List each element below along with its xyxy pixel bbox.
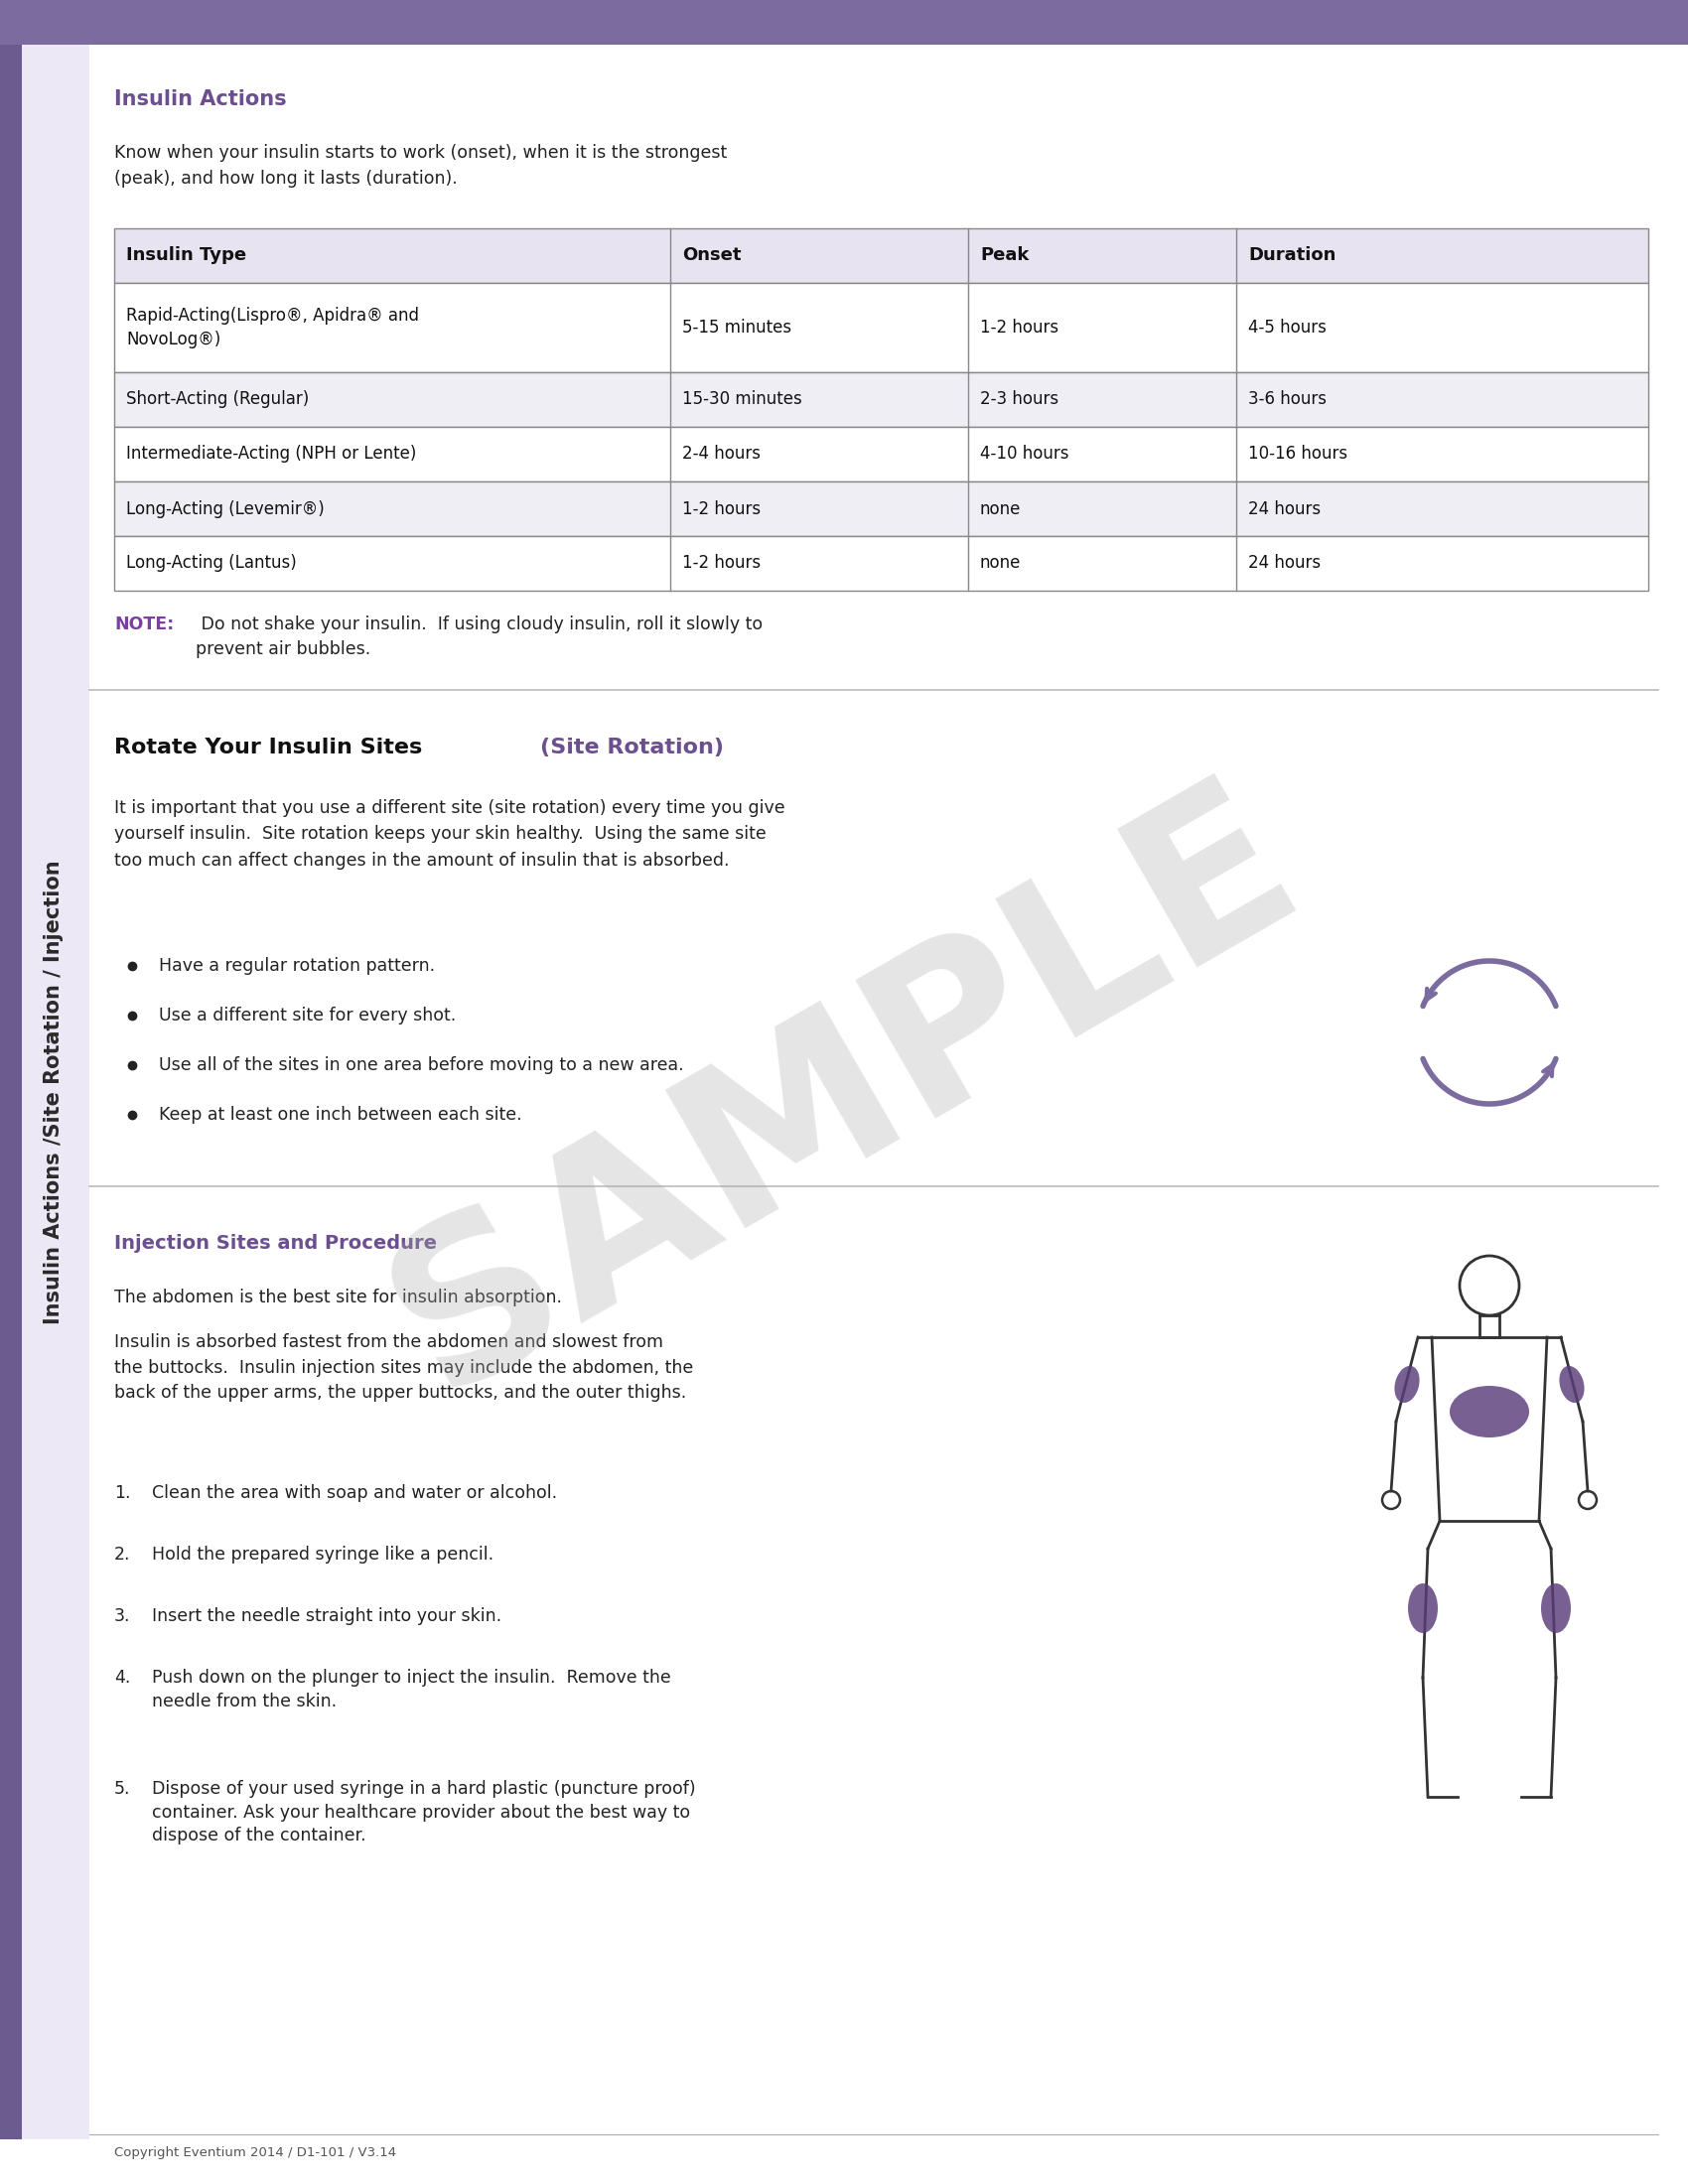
Ellipse shape bbox=[1450, 1387, 1529, 1437]
Text: 2-4 hours: 2-4 hours bbox=[682, 446, 761, 463]
Text: Peak: Peak bbox=[981, 247, 1030, 264]
Text: Insulin is absorbed fastest from the abdomen and slowest from
the buttocks.  Ins: Insulin is absorbed fastest from the abd… bbox=[115, 1332, 694, 1402]
Text: Intermediate-Acting (NPH or Lente): Intermediate-Acting (NPH or Lente) bbox=[127, 446, 417, 463]
Text: (Site Rotation): (Site Rotation) bbox=[540, 738, 724, 758]
Text: 1.: 1. bbox=[115, 1485, 130, 1503]
Text: Short-Acting (Regular): Short-Acting (Regular) bbox=[127, 391, 309, 408]
Text: Do not shake your insulin.  If using cloudy insulin, roll it slowly to
prevent a: Do not shake your insulin. If using clou… bbox=[196, 616, 763, 657]
Text: none: none bbox=[981, 500, 1021, 518]
Text: Copyright Eventium 2014 / D1-101 / V3.14: Copyright Eventium 2014 / D1-101 / V3.14 bbox=[115, 2147, 397, 2160]
Text: Injection Sites and Procedure: Injection Sites and Procedure bbox=[115, 1234, 437, 1254]
Text: 15-30 minutes: 15-30 minutes bbox=[682, 391, 802, 408]
Ellipse shape bbox=[1560, 1365, 1585, 1402]
Text: 2-3 hours: 2-3 hours bbox=[981, 391, 1058, 408]
Text: SAMPLE: SAMPLE bbox=[356, 749, 1332, 1435]
Text: Insulin Actions: Insulin Actions bbox=[115, 90, 287, 109]
Text: The abdomen is the best site for insulin absorption.: The abdomen is the best site for insulin… bbox=[115, 1289, 562, 1306]
Text: 1-2 hours: 1-2 hours bbox=[981, 319, 1058, 336]
Text: Dispose of your used syringe in a hard plastic (puncture proof)
container. Ask y: Dispose of your used syringe in a hard p… bbox=[152, 1780, 695, 1845]
Text: 3.: 3. bbox=[115, 1607, 130, 1625]
FancyBboxPatch shape bbox=[115, 284, 1647, 371]
Text: Insulin Actions /Site Rotation / Injection: Insulin Actions /Site Rotation / Injecti… bbox=[44, 860, 64, 1324]
Text: 4-10 hours: 4-10 hours bbox=[981, 446, 1069, 463]
Text: 24 hours: 24 hours bbox=[1247, 555, 1320, 572]
Text: 24 hours: 24 hours bbox=[1247, 500, 1320, 518]
Text: 1-2 hours: 1-2 hours bbox=[682, 555, 761, 572]
FancyBboxPatch shape bbox=[115, 535, 1647, 590]
Text: Have a regular rotation pattern.: Have a regular rotation pattern. bbox=[159, 957, 436, 974]
FancyBboxPatch shape bbox=[0, 0, 1688, 44]
Text: 5.: 5. bbox=[115, 1780, 130, 1797]
FancyBboxPatch shape bbox=[0, 44, 89, 2140]
Text: 2.: 2. bbox=[115, 1546, 130, 1564]
Text: 10-16 hours: 10-16 hours bbox=[1247, 446, 1347, 463]
FancyBboxPatch shape bbox=[0, 44, 22, 2140]
Text: Insulin Type: Insulin Type bbox=[127, 247, 246, 264]
Text: It is important that you use a different site (site rotation) every time you giv: It is important that you use a different… bbox=[115, 799, 785, 869]
Ellipse shape bbox=[1408, 1583, 1438, 1634]
Text: Onset: Onset bbox=[682, 247, 741, 264]
Text: 5-15 minutes: 5-15 minutes bbox=[682, 319, 792, 336]
Text: Rotate Your Insulin Sites: Rotate Your Insulin Sites bbox=[115, 738, 430, 758]
Text: Push down on the plunger to inject the insulin.  Remove the
needle from the skin: Push down on the plunger to inject the i… bbox=[152, 1669, 670, 1710]
FancyBboxPatch shape bbox=[115, 426, 1647, 480]
Text: Rapid-Acting(Lispro®, Apidra® and
NovoLog®): Rapid-Acting(Lispro®, Apidra® and NovoLo… bbox=[127, 308, 419, 347]
Text: Clean the area with soap and water or alcohol.: Clean the area with soap and water or al… bbox=[152, 1485, 557, 1503]
Text: Use a different site for every shot.: Use a different site for every shot. bbox=[159, 1007, 456, 1024]
Ellipse shape bbox=[1394, 1365, 1420, 1402]
Text: Insert the needle straight into your skin.: Insert the needle straight into your ski… bbox=[152, 1607, 501, 1625]
Text: 4.: 4. bbox=[115, 1669, 130, 1686]
Text: Long-Acting (Lantus): Long-Acting (Lantus) bbox=[127, 555, 297, 572]
Text: Duration: Duration bbox=[1247, 247, 1335, 264]
Text: 3-6 hours: 3-6 hours bbox=[1247, 391, 1327, 408]
Text: Keep at least one inch between each site.: Keep at least one inch between each site… bbox=[159, 1105, 522, 1125]
Text: Hold the prepared syringe like a pencil.: Hold the prepared syringe like a pencil. bbox=[152, 1546, 493, 1564]
FancyBboxPatch shape bbox=[115, 480, 1647, 535]
Text: Long-Acting (Levemir®): Long-Acting (Levemir®) bbox=[127, 500, 324, 518]
Text: 4-5 hours: 4-5 hours bbox=[1247, 319, 1327, 336]
FancyBboxPatch shape bbox=[115, 371, 1647, 426]
Ellipse shape bbox=[1541, 1583, 1572, 1634]
Text: none: none bbox=[981, 555, 1021, 572]
Text: NOTE:: NOTE: bbox=[115, 616, 174, 633]
Text: Know when your insulin starts to work (onset), when it is the strongest
(peak), : Know when your insulin starts to work (o… bbox=[115, 144, 728, 188]
Text: Use all of the sites in one area before moving to a new area.: Use all of the sites in one area before … bbox=[159, 1057, 684, 1075]
Text: 1-2 hours: 1-2 hours bbox=[682, 500, 761, 518]
FancyBboxPatch shape bbox=[115, 229, 1647, 284]
